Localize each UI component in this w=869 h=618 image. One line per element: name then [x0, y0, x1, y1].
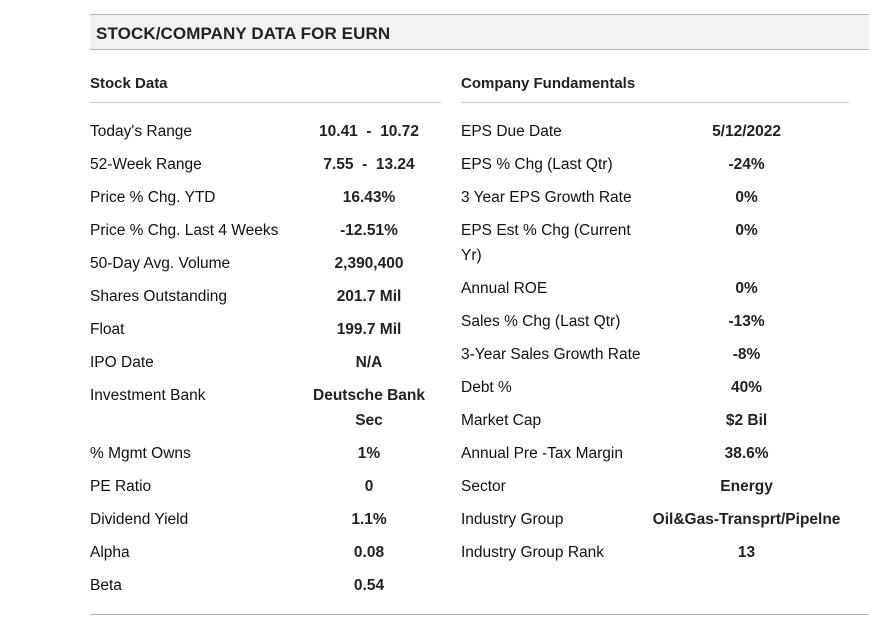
- row-label: Beta: [90, 577, 122, 594]
- row-value: 38.6%: [724, 445, 769, 462]
- stock-row-pe-ratio: PE Ratio 0: [90, 474, 441, 499]
- stock-row-50-day-volume: 50-Day Avg. Volume 2,390,400: [90, 251, 441, 276]
- row-label: Sector: [461, 478, 506, 495]
- row-label: Float: [90, 321, 125, 338]
- bottom-divider: [90, 614, 869, 615]
- row-value: 0%: [735, 280, 758, 297]
- row-value: -13%: [728, 313, 765, 330]
- row-value: 40%: [731, 379, 763, 396]
- fund-row-industry-group-rank: Industry Group Rank 13: [461, 540, 849, 565]
- row-label: Industry Group Rank: [461, 544, 605, 561]
- row-value: 7.55 - 13.24: [323, 156, 415, 173]
- fund-row-3yr-sales-growth: 3-Year Sales Growth Rate -8%: [461, 342, 849, 367]
- row-value: 1.1%: [351, 511, 387, 528]
- row-value: 0%: [735, 222, 758, 239]
- fund-row-market-cap: Market Cap $2 Bil: [461, 408, 849, 433]
- stock-row-mgmt-owns: % Mgmt Owns 1%: [90, 441, 441, 466]
- row-value: N/A: [355, 354, 383, 371]
- row-value: 13: [737, 544, 756, 561]
- row-value: -8%: [732, 346, 761, 363]
- row-label: Price % Chg. Last 4 Weeks: [90, 222, 279, 239]
- fund-row-eps-chg-last-qtr: EPS % Chg (Last Qtr) -24%: [461, 152, 849, 177]
- row-label: Shares Outstanding: [90, 288, 228, 305]
- row-value: 16.43%: [342, 189, 396, 206]
- stock-row-52-week-range: 52-Week Range 7.55 - 13.24: [90, 152, 441, 177]
- fund-row-annual-roe: Annual ROE 0%: [461, 276, 849, 301]
- row-value: Deutsche Bank Sec: [313, 387, 425, 429]
- row-value: -12.51%: [340, 222, 398, 239]
- row-label: Market Cap: [461, 412, 542, 429]
- row-label: 50-Day Avg. Volume: [90, 255, 231, 272]
- row-value: 0.08: [353, 544, 385, 561]
- row-value: -24%: [728, 156, 765, 173]
- stock-row-ipo-date: IPO Date N/A: [90, 350, 441, 375]
- fund-row-pretax-margin: Annual Pre -Tax Margin 38.6%: [461, 441, 849, 466]
- row-value: Energy: [720, 478, 773, 495]
- stock-row-float: Float 199.7 Mil: [90, 317, 441, 342]
- company-fundamentals-divider: [461, 102, 849, 103]
- row-label: 52-Week Range: [90, 156, 202, 173]
- row-label: Dividend Yield: [90, 511, 189, 528]
- row-value: 2,390,400: [334, 255, 404, 272]
- stock-data-divider: [90, 102, 441, 103]
- row-value: $2 Bil: [725, 412, 768, 429]
- fund-row-debt: Debt % 40%: [461, 375, 849, 400]
- row-value: 1%: [357, 445, 381, 462]
- row-label: Industry Group: [461, 511, 564, 528]
- row-label: EPS Due Date: [461, 123, 562, 140]
- row-label: Price % Chg. YTD: [90, 189, 216, 206]
- stock-row-dividend-yield: Dividend Yield 1.1%: [90, 507, 441, 532]
- stock-data-section: Stock Data Today's Range 10.41 - 10.72 5…: [90, 74, 441, 606]
- fund-row-industry-group: Industry Group Oil&Gas-Transprt/Pipelne: [461, 507, 849, 532]
- row-value: 0.54: [353, 577, 385, 594]
- row-label: PE Ratio: [90, 478, 152, 495]
- row-label: Investment Bank: [90, 387, 206, 404]
- fund-row-sector: Sector Energy: [461, 474, 849, 499]
- fund-row-sales-chg-last-qtr: Sales % Chg (Last Qtr) -13%: [461, 309, 849, 334]
- row-value: 5/12/2022: [712, 123, 782, 140]
- stock-data-rows: Today's Range 10.41 - 10.72 52-Week Rang…: [90, 119, 441, 598]
- row-label: Alpha: [90, 544, 130, 561]
- row-label: Annual Pre -Tax Margin: [461, 445, 623, 462]
- company-fundamentals-title: Company Fundamentals: [461, 75, 636, 92]
- stock-data-title: Stock Data: [90, 75, 168, 92]
- panel-header: STOCK/COMPANY DATA FOR EURN: [90, 14, 869, 50]
- row-value: 0: [364, 478, 374, 495]
- row-value: 199.7 Mil: [336, 321, 402, 338]
- stock-row-shares-outstanding: Shares Outstanding 201.7 Mil: [90, 284, 441, 309]
- stock-row-todays-range: Today's Range 10.41 - 10.72: [90, 119, 441, 144]
- row-label: Annual ROE: [461, 280, 548, 297]
- stock-row-alpha: Alpha 0.08: [90, 540, 441, 565]
- company-fundamentals-rows: EPS Due Date 5/12/2022 EPS % Chg (Last Q…: [461, 119, 849, 565]
- row-label: IPO Date: [90, 354, 154, 371]
- row-value: 10.41 - 10.72: [319, 123, 419, 140]
- fund-row-3yr-eps-growth: 3 Year EPS Growth Rate 0%: [461, 185, 849, 210]
- stock-row-beta: Beta 0.54: [90, 573, 441, 598]
- row-label: Today's Range: [90, 123, 193, 140]
- row-value: Oil&Gas-Transprt/Pipelne: [652, 511, 841, 528]
- stock-row-investment-bank: Investment Bank Deutsche Bank Sec: [90, 383, 441, 433]
- stock-row-price-chg-4-weeks: Price % Chg. Last 4 Weeks -12.51%: [90, 218, 441, 243]
- row-label: EPS % Chg (Last Qtr): [461, 156, 613, 173]
- panel-title: STOCK/COMPANY DATA FOR EURN: [96, 24, 391, 43]
- row-value: 201.7 Mil: [336, 288, 402, 305]
- row-label: Debt %: [461, 379, 512, 396]
- stock-row-price-chg-ytd: Price % Chg. YTD 16.43%: [90, 185, 441, 210]
- row-value: 0%: [735, 189, 758, 206]
- fund-row-eps-due-date: EPS Due Date 5/12/2022: [461, 119, 849, 144]
- row-label: Sales % Chg (Last Qtr): [461, 313, 621, 330]
- row-label: 3 Year EPS Growth Rate: [461, 189, 632, 206]
- row-label: 3-Year Sales Growth Rate: [461, 346, 641, 363]
- company-fundamentals-section: Company Fundamentals EPS Due Date 5/12/2…: [461, 74, 849, 573]
- row-label: EPS Est % Chg (Current Yr): [461, 222, 631, 264]
- fund-row-eps-est-chg: EPS Est % Chg (Current Yr) 0%: [461, 218, 849, 268]
- row-label: % Mgmt Owns: [90, 445, 191, 462]
